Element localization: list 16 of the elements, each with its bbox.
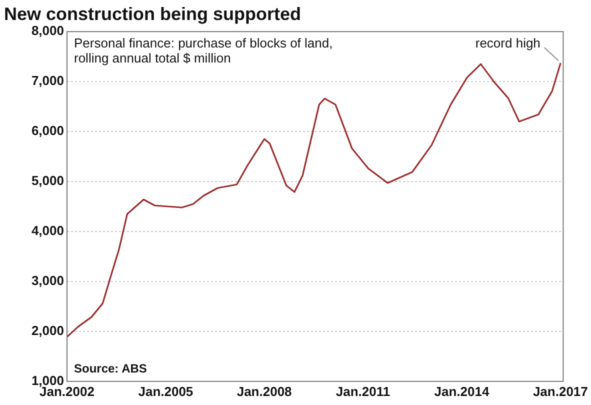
- x-tick-label: Jan.2017: [532, 384, 588, 399]
- y-tick-label: 6,000: [31, 123, 64, 138]
- y-tick-label: 4,000: [31, 223, 64, 238]
- y-tick-label: 5,000: [31, 173, 64, 188]
- annotation: record high: [475, 36, 540, 51]
- chart-title: New construction being supported: [4, 4, 302, 24]
- text: Personal finance: purchase of blocks of land, rolling annual total $ million: [74, 36, 333, 66]
- x-tick-label: Jan.2011: [336, 384, 390, 399]
- y-tick-label: 7,000: [31, 73, 64, 88]
- x-tick-label: Jan.2008: [236, 384, 292, 399]
- y-tick-label: 2,000: [31, 323, 64, 338]
- y-tick-label: 3,000: [31, 273, 64, 288]
- y-tick-label: 8,000: [31, 23, 64, 38]
- x-tick-label: Jan.2005: [138, 384, 194, 399]
- annotation: Source: ABS: [74, 362, 147, 376]
- x-tick-label: Jan.2014: [434, 384, 490, 399]
